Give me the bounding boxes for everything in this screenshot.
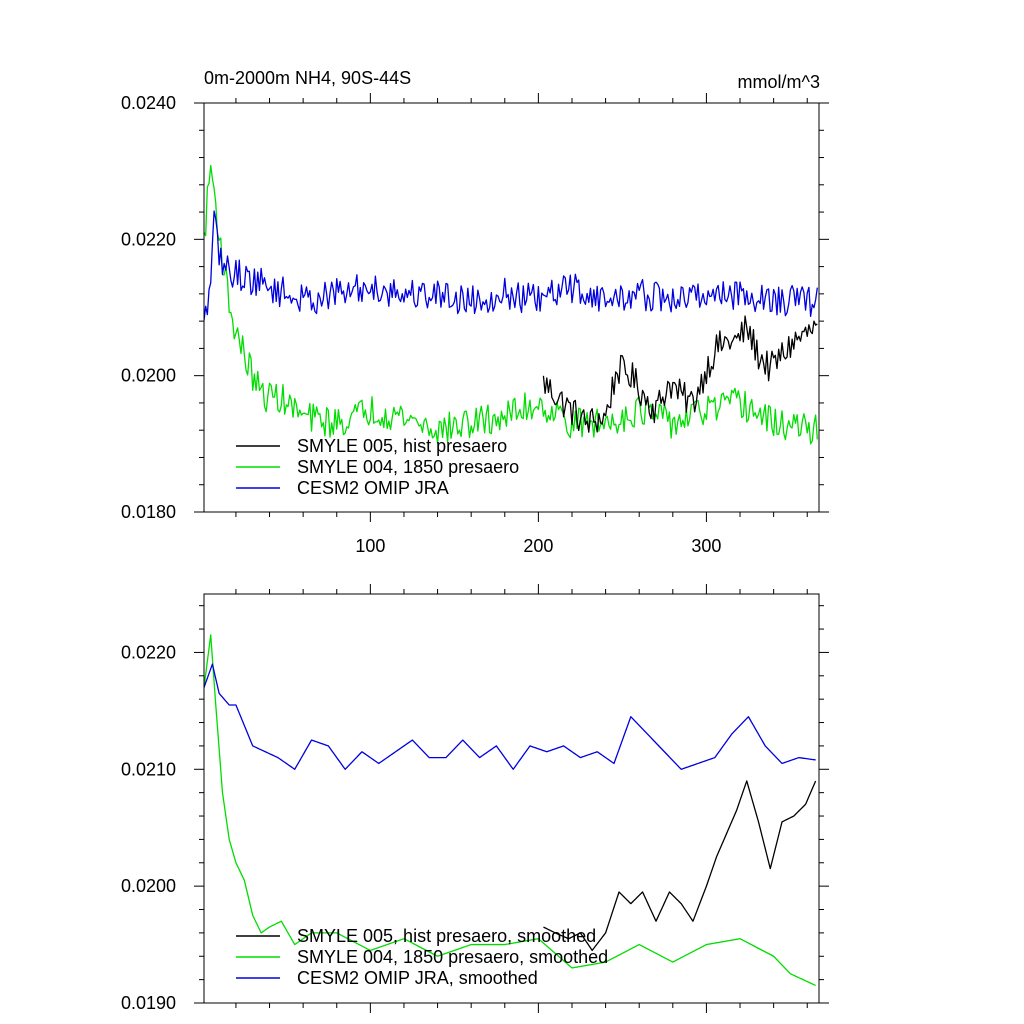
- series-line-1: [204, 634, 816, 987]
- y-tick-label: 0.0180: [121, 502, 176, 522]
- y-tick-label: 0.0210: [121, 759, 176, 779]
- x-tick-label: 200: [523, 536, 553, 556]
- top-panel-units: mmol/m^3: [738, 72, 820, 92]
- legend-label: SMYLE 005, hist presaero, smoothed: [297, 926, 596, 946]
- y-tick-label: 0.0200: [121, 366, 176, 386]
- y-tick-label: 0.0240: [121, 93, 176, 113]
- x-tick-label: 300: [691, 536, 721, 556]
- top-panel-frame: [203, 102, 820, 513]
- y-tick-label: 0.0220: [121, 642, 176, 662]
- bottom-panel: 0.0190 0.0200 0.0210 0.0220 SMYLE 005, hist…: [121, 584, 829, 1013]
- y-tick-label: 0.0220: [121, 229, 176, 249]
- series-line-1: [204, 164, 818, 445]
- y-tick-label: 0.0190: [121, 993, 176, 1013]
- x-tick-label: 100: [355, 536, 385, 556]
- top-panel: 0m-2000m NH4, 90S-44S mmol/m^3 100 200 300…: [121, 68, 829, 556]
- series-line-2: [204, 210, 818, 321]
- legend-label: SMYLE 004, 1850 presaero: [297, 457, 519, 477]
- bottom-legend: SMYLE 005, hist presaero, smoothedSMYLE …: [236, 926, 608, 988]
- top-panel-title: 0m-2000m NH4, 90S-44S: [204, 68, 411, 88]
- legend-label: SMYLE 005, hist presaero: [297, 436, 507, 456]
- y-tick-label: 0.0200: [121, 876, 176, 896]
- series-line-0: [542, 315, 818, 433]
- bottom-panel-frame: [203, 593, 820, 1004]
- legend-label: CESM2 OMIP JRA: [297, 478, 449, 498]
- legend-label: SMYLE 004, 1850 presaero, smoothed: [297, 947, 608, 967]
- series-line-2: [204, 663, 816, 770]
- legend-label: CESM2 OMIP JRA, smoothed: [297, 968, 538, 988]
- series-line-0: [543, 780, 817, 952]
